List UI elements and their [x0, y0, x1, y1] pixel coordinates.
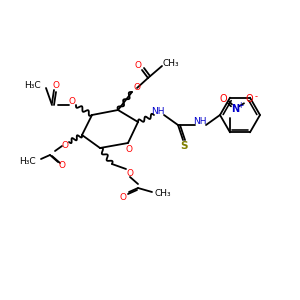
Text: S: S	[180, 141, 188, 151]
Text: O: O	[61, 142, 68, 151]
Text: O: O	[134, 83, 140, 92]
Text: O: O	[58, 161, 65, 170]
Text: O: O	[52, 82, 59, 91]
Text: O: O	[119, 194, 127, 202]
Text: NH: NH	[151, 107, 165, 116]
Text: N: N	[231, 104, 239, 114]
Text: -: -	[254, 92, 257, 101]
Text: +: +	[237, 101, 243, 110]
Text: O: O	[245, 94, 253, 104]
Text: O: O	[125, 145, 133, 154]
Text: H₃C: H₃C	[19, 158, 35, 166]
Text: NH: NH	[193, 118, 207, 127]
Text: CH₃: CH₃	[155, 190, 171, 199]
Text: O: O	[219, 94, 227, 104]
Text: O: O	[134, 61, 142, 70]
Text: CH₃: CH₃	[163, 59, 179, 68]
Text: O: O	[68, 97, 76, 106]
Text: O: O	[127, 169, 134, 178]
Text: H₃C: H₃C	[24, 80, 40, 89]
